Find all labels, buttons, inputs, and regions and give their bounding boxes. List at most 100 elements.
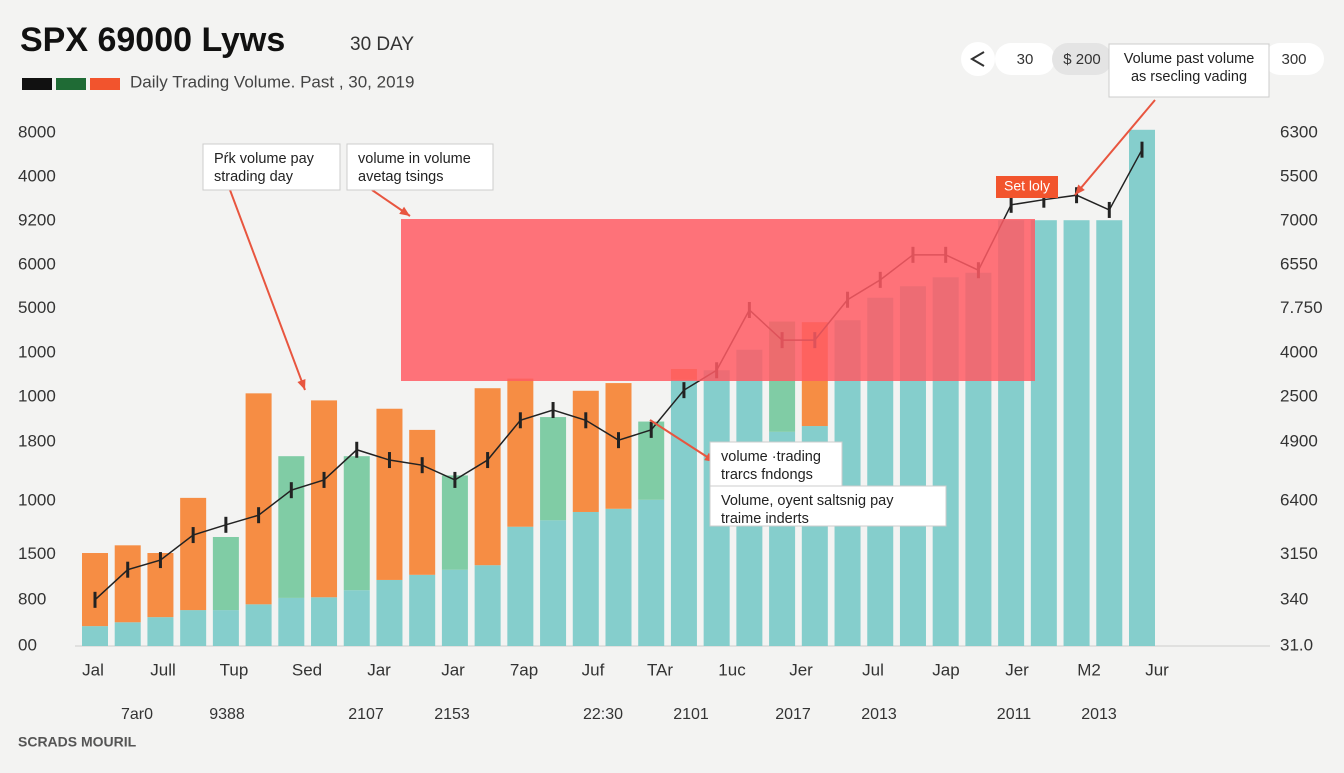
x-sublabel: 2101 (673, 706, 709, 723)
y2-tick-label: 7000 (1280, 210, 1318, 229)
y-tick-label: 4000 (18, 167, 56, 186)
y-tick-label: 1000 (18, 491, 56, 510)
annotation-text: Pŕk volume pay (214, 151, 315, 167)
y2-tick-label: 340 (1280, 589, 1308, 608)
x-sublabel: 2107 (348, 706, 384, 723)
y2-tick-label: 4000 (1280, 342, 1318, 361)
bar-segment (441, 475, 468, 570)
annotation-text: avetag tsings (358, 169, 443, 185)
legend-text: Daily Trading Volume. Past , 30, 2019 (130, 72, 414, 91)
candle (257, 507, 261, 524)
annotation-box (709, 485, 947, 527)
bar-segment (441, 569, 468, 646)
bar-segment (670, 379, 697, 646)
share-button[interactable] (961, 42, 995, 76)
candle (387, 452, 391, 469)
share-icon (970, 51, 985, 67)
bar-segment (82, 626, 108, 646)
highlight-label-bg (996, 176, 1058, 198)
x-tick-label: Jull (150, 660, 176, 679)
bar-segment (605, 508, 632, 646)
annotation-text: Volume past volume (1124, 51, 1255, 67)
x-sublabel: 22:30 (583, 706, 623, 723)
x-sublabel: 2011 (997, 706, 1032, 723)
y2-tick-label: 6400 (1280, 491, 1318, 510)
y2-tick-label: 31.0 (1280, 635, 1313, 654)
bar-segment (1063, 220, 1090, 646)
legend-swatch (22, 78, 52, 90)
y2-tick-label: 7.750 (1280, 298, 1323, 317)
bar-segment (180, 497, 207, 611)
y-tick-label: 8000 (18, 122, 56, 141)
annotation-box (202, 143, 341, 191)
candle (486, 452, 490, 469)
y-tick-label: 1000 (18, 342, 56, 361)
x-tick-label: Jur (1145, 660, 1169, 679)
candle (322, 471, 326, 488)
y-tick-label: 9200 (18, 210, 56, 229)
candle (355, 441, 359, 458)
bar-segment (114, 545, 141, 623)
x-tick-label: Juf (582, 660, 605, 679)
x-tick-label: M2 (1077, 660, 1101, 679)
control-button[interactable] (1264, 43, 1324, 75)
bar-segment (212, 610, 239, 646)
bar-segment (180, 610, 207, 646)
candle (191, 527, 195, 544)
bar-segment (409, 574, 436, 646)
x-tick-label: 7ap (510, 660, 538, 679)
bar-segment (638, 499, 665, 646)
candle (1075, 187, 1079, 204)
candle (158, 552, 162, 569)
x-sublabel: 7ar0 (121, 706, 153, 723)
candle (289, 482, 293, 499)
x-tick-label: Jer (1005, 660, 1029, 679)
x-tick-label: Jar (441, 660, 465, 679)
candle (453, 471, 457, 488)
candle (224, 516, 228, 533)
x-tick-label: Jar (367, 660, 391, 679)
candle (617, 432, 620, 449)
x-tick-label: Jul (862, 660, 884, 679)
bar-segment (343, 590, 370, 646)
bar-segment (147, 617, 174, 646)
candle (1140, 141, 1144, 158)
candle (518, 412, 522, 429)
y-tick-label: 800 (18, 589, 46, 608)
control-button[interactable] (995, 43, 1055, 75)
x-tick-label: TAr (647, 660, 673, 679)
candle (551, 402, 555, 419)
candle (420, 457, 424, 474)
bar-segment (507, 378, 534, 527)
bar-segment (1030, 220, 1057, 646)
bar-segment (474, 565, 501, 646)
bar-segment (278, 456, 305, 598)
y2-tick-label: 6550 (1280, 255, 1318, 274)
control-button[interactable] (1052, 43, 1112, 75)
control-label: 30 (1017, 51, 1034, 68)
chart-subtitle: 30 DAY (350, 34, 414, 55)
arrow (649, 419, 716, 463)
candle (1009, 196, 1013, 213)
bar-segment (540, 520, 567, 646)
arrow (1074, 99, 1156, 196)
x-sublabel: 9388 (209, 706, 245, 723)
y-tick-label: 6000 (18, 255, 56, 274)
annotation-box (1108, 43, 1270, 98)
y-tick-label: 1800 (18, 432, 56, 451)
x-sublabel: 2013 (861, 706, 897, 723)
x-tick-label: Jap (932, 660, 959, 679)
candle (584, 412, 588, 429)
legend-swatch (90, 78, 120, 90)
bar-segment (114, 622, 141, 646)
x-tick-label: Sed (292, 660, 322, 679)
bar-segment (376, 408, 403, 580)
y2-tick-label: 3150 (1280, 544, 1318, 563)
footer: SCRADS MOURIL (18, 734, 137, 750)
bar-segment (245, 604, 272, 646)
x-tick-label: Tup (220, 660, 249, 679)
arrow-head (1075, 184, 1085, 195)
bar-segment (474, 388, 501, 566)
bar-segment (507, 526, 534, 646)
